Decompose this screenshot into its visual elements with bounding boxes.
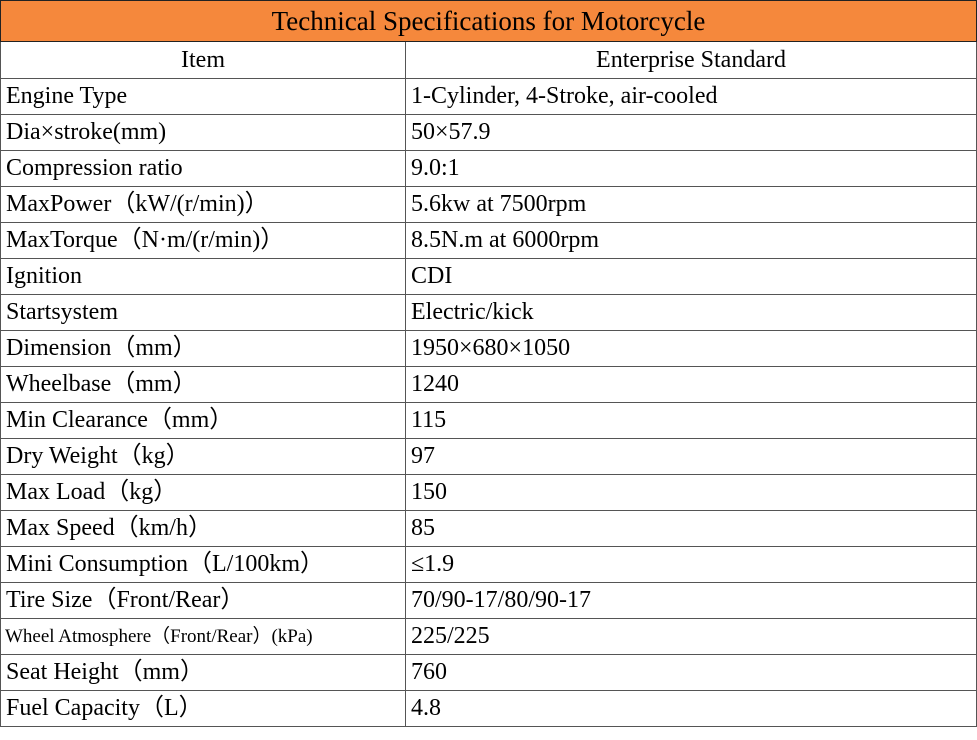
value-cell: 115 xyxy=(405,402,977,439)
title-row: Technical Specifications for Motorcycle xyxy=(0,0,977,42)
value-cell: 150 xyxy=(405,474,977,511)
value-cell: 4.8 xyxy=(405,690,977,727)
spec-row: Seat Height（mm） 760 xyxy=(0,654,977,691)
item-cell: Wheelbase（mm） xyxy=(0,366,406,403)
value-cell: 70/90-17/80/90-17 xyxy=(405,582,977,619)
value-cell: 1-Cylinder, 4-Stroke, air-cooled xyxy=(405,78,977,115)
item-cell: Tire Size（Front/Rear） xyxy=(0,582,406,619)
item-cell: Dimension（mm） xyxy=(0,330,406,367)
item-cell: Startsystem xyxy=(0,294,406,331)
value-cell: 225/225 xyxy=(405,618,977,655)
value-cell: 8.5N.m at 6000rpm xyxy=(405,222,977,259)
value-cell: CDI xyxy=(405,258,977,295)
spec-row: Ignition CDI xyxy=(0,258,977,295)
spec-row: Engine Type 1-Cylinder, 4-Stroke, air-coo… xyxy=(0,78,977,115)
item-cell: Engine Type xyxy=(0,78,406,115)
item-cell: Min Clearance（mm） xyxy=(0,402,406,439)
item-cell: Ignition xyxy=(0,258,406,295)
spec-row: Max Load（kg） 150 xyxy=(0,474,977,511)
spec-row: Fuel Capacity（L） 4.8 xyxy=(0,690,977,727)
item-cell: Mini Consumption（L/100km） xyxy=(0,546,406,583)
item-cell: MaxPower（kW/(r/min)） xyxy=(0,186,406,223)
item-cell: Compression ratio xyxy=(0,150,406,187)
spec-row: Tire Size（Front/Rear） 70/90-17/80/90-17 xyxy=(0,582,977,619)
value-cell: Electric/kick xyxy=(405,294,977,331)
header-row: Item Enterprise Standard xyxy=(0,41,977,79)
item-cell: Max Load（kg） xyxy=(0,474,406,511)
value-cell: 9.0:1 xyxy=(405,150,977,187)
spec-row: Wheelbase（mm） 1240 xyxy=(0,366,977,403)
spec-row: Compression ratio 9.0:1 xyxy=(0,150,977,187)
spec-row: Wheel Atmosphere（Front/Rear）(kPa) 225/225 xyxy=(0,618,977,655)
spec-row: MaxPower（kW/(r/min)） 5.6kw at 7500rpm xyxy=(0,186,977,223)
item-cell: Fuel Capacity（L） xyxy=(0,690,406,727)
spec-row: Dimension（mm） 1950×680×1050 xyxy=(0,330,977,367)
value-cell: 1240 xyxy=(405,366,977,403)
spec-row: Startsystem Electric/kick xyxy=(0,294,977,331)
value-cell: 97 xyxy=(405,438,977,475)
item-cell: Dia×stroke(mm) xyxy=(0,114,406,151)
item-cell: Wheel Atmosphere（Front/Rear）(kPa) xyxy=(0,618,406,655)
item-cell: Max Speed（km/h） xyxy=(0,510,406,547)
spec-row: Mini Consumption（L/100km） ≤1.9 xyxy=(0,546,977,583)
value-cell: 85 xyxy=(405,510,977,547)
item-cell: Seat Height（mm） xyxy=(0,654,406,691)
value-cell: 5.6kw at 7500rpm xyxy=(405,186,977,223)
value-cell: 50×57.9 xyxy=(405,114,977,151)
item-cell: Dry Weight（kg） xyxy=(0,438,406,475)
spec-row: Dia×stroke(mm) 50×57.9 xyxy=(0,114,977,151)
value-cell: ≤1.9 xyxy=(405,546,977,583)
header-cell: Enterprise Standard xyxy=(405,41,977,79)
spec-row: Min Clearance（mm） 115 xyxy=(0,402,977,439)
spec-row: Dry Weight（kg） 97 xyxy=(0,438,977,475)
header-cell: Item xyxy=(0,41,406,79)
spec-row: MaxTorque（N·m/(r/min)） 8.5N.m at 6000rpm xyxy=(0,222,977,259)
table-title: Technical Specifications for Motorcycle xyxy=(0,0,977,42)
value-cell: 1950×680×1050 xyxy=(405,330,977,367)
spec-row: Max Speed（km/h） 85 xyxy=(0,510,977,547)
item-cell: MaxTorque（N·m/(r/min)） xyxy=(0,222,406,259)
value-cell: 760 xyxy=(405,654,977,691)
